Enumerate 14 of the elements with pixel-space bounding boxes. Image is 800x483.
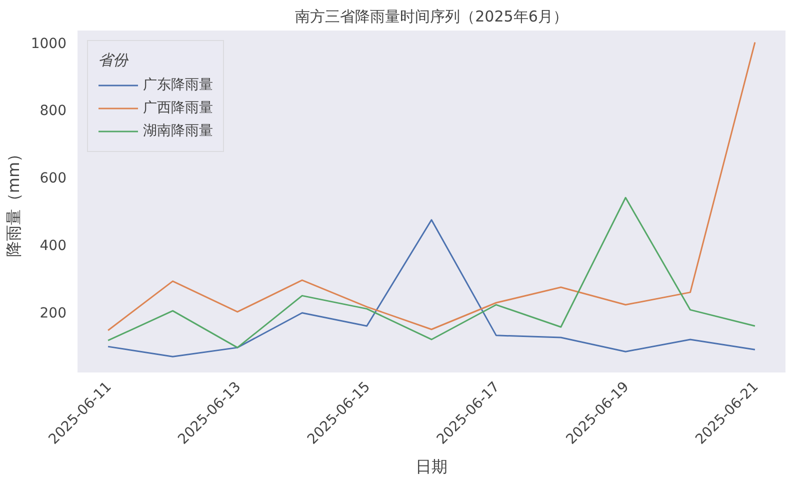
legend-label: 广东降雨量 (143, 76, 213, 94)
y-tick-label: 600 (40, 170, 67, 187)
x-axis-title: 日期 (416, 456, 448, 476)
y-tick-label: 400 (40, 238, 67, 254)
y-axis-title: 降雨量（mm） (4, 146, 23, 258)
y-tick-label: 800 (40, 103, 67, 120)
legend-label: 湖南降雨量 (143, 122, 213, 140)
legend-title: 省份 (98, 51, 130, 70)
chart-title: 南方三省降雨量时间序列（2025年6月） (295, 8, 568, 26)
y-tick-label: 1000 (30, 36, 67, 52)
line-series (107, 196, 756, 348)
line-series (107, 219, 756, 358)
y-tick-label: 200 (40, 305, 67, 322)
legend-label: 广西降雨量 (143, 99, 213, 117)
